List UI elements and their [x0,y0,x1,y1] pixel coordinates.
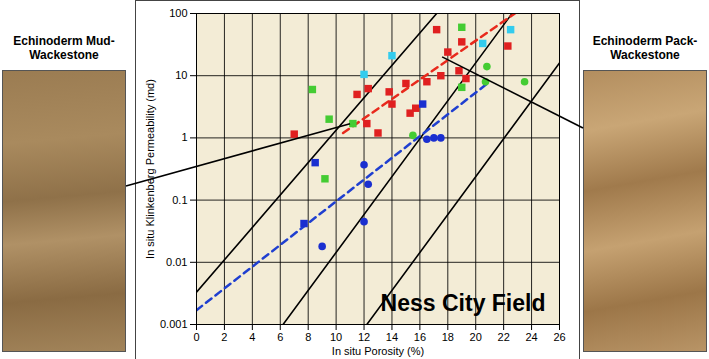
svg-text:In situ Klinkenberg Permeabili: In situ Klinkenberg Permeability (md) [144,79,156,259]
svg-text:26: 26 [553,331,565,343]
html-text:Echinoderm Pack-Wackestone: Echinoderm Pack-Wackestone [592,34,698,62]
svg-text:100: 100 [169,7,187,19]
svg-text:In situ Porosity (%): In situ Porosity (%) [332,345,424,357]
svg-text:0: 0 [193,331,199,343]
svg-text:12: 12 [358,331,370,343]
svg-text:22: 22 [498,331,510,343]
svg-text:6: 6 [277,331,283,343]
svg-text:10: 10 [175,69,187,81]
html-text:Echinoderm Mud-Wackestone: Echinoderm Mud-Wackestone [13,34,115,62]
svg-text:0.1: 0.1 [172,194,187,206]
svg-text:16: 16 [414,331,426,343]
svg-text:8: 8 [305,331,311,343]
svg-text:2: 2 [221,331,227,343]
svg-text:4: 4 [249,331,255,343]
svg-text:Ness City Field: Ness City Field [381,290,546,316]
svg-text:24: 24 [525,331,537,343]
svg-text:18: 18 [442,331,454,343]
svg-text:0.001: 0.001 [160,318,188,330]
svg-text:0.01: 0.01 [166,256,187,268]
svg-text:14: 14 [386,331,398,343]
svg-text:1: 1 [181,131,187,143]
svg-text:10: 10 [330,331,342,343]
svg-text:20: 20 [470,331,482,343]
